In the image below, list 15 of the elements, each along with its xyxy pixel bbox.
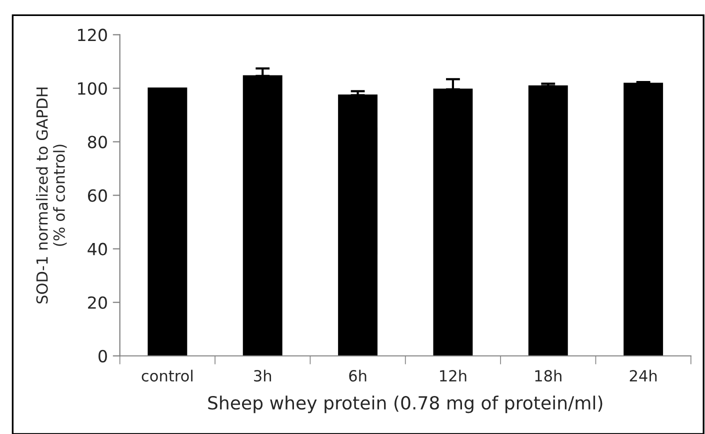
y-tick-label: 20 [88, 296, 107, 309]
x-tick-label: 18h [535, 370, 562, 382]
x-tick-label: control [142, 370, 192, 382]
x-tick-label: 3h [254, 370, 272, 382]
y-tick-label: 40 [88, 242, 107, 256]
y-tick-label: 0 [98, 350, 107, 362]
y-tick-label: 100 [78, 82, 107, 95]
x-axis-title: Sheep whey protein (0.78 mg of protein/ml) [208, 396, 602, 414]
y-tick-label: 80 [88, 136, 107, 148]
y-tick-label: 60 [88, 189, 107, 202]
y-tick-label: 120 [78, 28, 107, 42]
x-tick-label: 6h [349, 370, 366, 382]
y-axis-title: SOD-1 normalized to GAPDH (% of control) [36, 88, 67, 304]
x-tick-label: 24h [630, 370, 657, 382]
x-tick-label: 12h [440, 370, 466, 382]
